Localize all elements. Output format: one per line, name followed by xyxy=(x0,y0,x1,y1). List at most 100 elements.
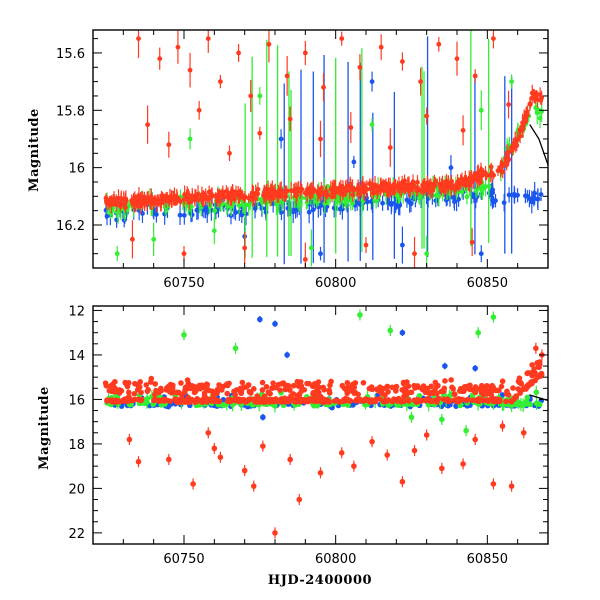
red-data-point xyxy=(457,397,464,404)
x-axis-label: HJD-2400000 xyxy=(268,573,372,588)
green-outlier-point xyxy=(309,245,314,251)
bottom-panel-axes: 60750 60800 60850 12 14 16 18 20 22 xyxy=(68,304,549,567)
red-outlier-point xyxy=(175,44,181,50)
green-data-point xyxy=(188,204,194,210)
red-data-point xyxy=(216,382,222,388)
red-data-point xyxy=(339,382,346,389)
red-outlier-point xyxy=(205,36,211,42)
red-data-point xyxy=(480,397,486,403)
green-data-point xyxy=(373,198,379,204)
red-outlier-point xyxy=(460,461,466,467)
red-data-point xyxy=(224,381,231,388)
red-data-point xyxy=(316,384,322,391)
blue-data-point xyxy=(252,206,258,211)
red-data-point xyxy=(405,183,411,189)
red-data-point xyxy=(484,172,490,178)
red-data-point xyxy=(259,387,266,393)
red-outlier-point xyxy=(506,102,511,107)
bottom-light-curve-panel: 60750 60800 60850 12 14 16 18 20 22 Magnitude HJ… xyxy=(37,304,549,588)
red-outlier-point xyxy=(218,79,223,85)
red-data-point xyxy=(360,379,367,386)
red-data-point xyxy=(399,387,405,393)
red-data-point xyxy=(448,377,454,383)
red-data-point xyxy=(296,398,303,405)
green-data-point xyxy=(464,194,470,200)
blue-outlier-point xyxy=(318,251,323,257)
red-outlier-point xyxy=(126,436,133,443)
red-data-point xyxy=(374,189,380,195)
y-tick-label: 18 xyxy=(68,438,85,453)
red-data-point xyxy=(158,387,165,394)
blue-outlier-point xyxy=(369,79,375,85)
red-data-point xyxy=(184,377,191,383)
red-data-point xyxy=(331,398,338,404)
red-data-point xyxy=(193,387,199,394)
blue-data-point xyxy=(231,207,237,213)
red-data-point xyxy=(372,182,378,188)
red-data-point xyxy=(401,393,407,400)
red-outlier-point xyxy=(260,443,266,449)
red-data-point xyxy=(318,185,324,191)
red-outlier-point xyxy=(436,41,442,47)
red-outlier-point xyxy=(418,79,423,85)
green-outlier-point xyxy=(181,332,187,338)
red-data-point xyxy=(332,185,338,190)
red-data-point xyxy=(524,370,530,377)
red-data-point xyxy=(414,185,420,191)
red-data-point xyxy=(302,190,308,196)
red-outlier-point xyxy=(424,113,430,119)
red-outlier-point xyxy=(499,423,506,429)
red-data-point xyxy=(445,184,451,190)
x-tick-label: 60850 xyxy=(467,276,508,291)
blue-data-point xyxy=(279,209,284,215)
red-data-point xyxy=(214,198,220,204)
red-data-point xyxy=(363,187,369,193)
red-data-point xyxy=(384,383,391,390)
green-outlier-point xyxy=(475,329,482,336)
red-data-point xyxy=(261,192,267,198)
red-data-point xyxy=(206,387,213,394)
red-outlier-point xyxy=(454,56,460,62)
bottom-panel-marks xyxy=(102,309,548,539)
blue-outlier-point xyxy=(257,316,263,323)
red-data-point xyxy=(209,193,215,199)
red-data-point xyxy=(287,396,293,403)
red-data-point xyxy=(217,192,223,197)
red-data-point xyxy=(423,397,429,403)
red-outlier-point xyxy=(296,496,303,503)
green-data-point xyxy=(272,403,278,409)
red-outlier-point xyxy=(369,438,375,445)
red-data-point xyxy=(506,149,512,155)
red-data-point xyxy=(314,389,321,395)
red-outlier-point xyxy=(339,36,345,42)
red-outlier-point xyxy=(248,93,254,99)
red-data-point xyxy=(117,398,123,405)
y-tick-label: 15.8 xyxy=(56,104,85,119)
blue-data-point xyxy=(453,403,459,409)
red-data-point xyxy=(500,169,506,175)
red-outlier-point xyxy=(490,481,497,487)
red-data-point xyxy=(518,128,524,134)
green-data-point xyxy=(483,183,489,189)
red-data-point xyxy=(243,384,250,390)
red-data-point xyxy=(495,168,501,174)
red-data-point xyxy=(489,395,495,402)
red-data-point xyxy=(206,189,212,195)
top-y-axis-label: Magnitude xyxy=(27,108,42,192)
blue-data-point xyxy=(181,212,187,218)
green-outlier-point xyxy=(257,93,263,99)
red-data-point xyxy=(274,398,281,405)
red-data-point xyxy=(203,381,210,387)
red-data-point xyxy=(238,390,244,396)
red-data-point xyxy=(499,161,505,166)
red-outlier-point xyxy=(284,73,290,79)
red-data-point xyxy=(411,382,417,389)
red-data-point xyxy=(488,164,494,170)
red-outlier-point xyxy=(321,84,326,90)
red-data-point xyxy=(151,397,157,404)
red-data-point xyxy=(432,379,439,386)
model-curve xyxy=(529,124,548,165)
red-outlier-point xyxy=(241,467,248,474)
green-data-point xyxy=(259,197,265,203)
y-tick-label: 16 xyxy=(68,162,85,177)
